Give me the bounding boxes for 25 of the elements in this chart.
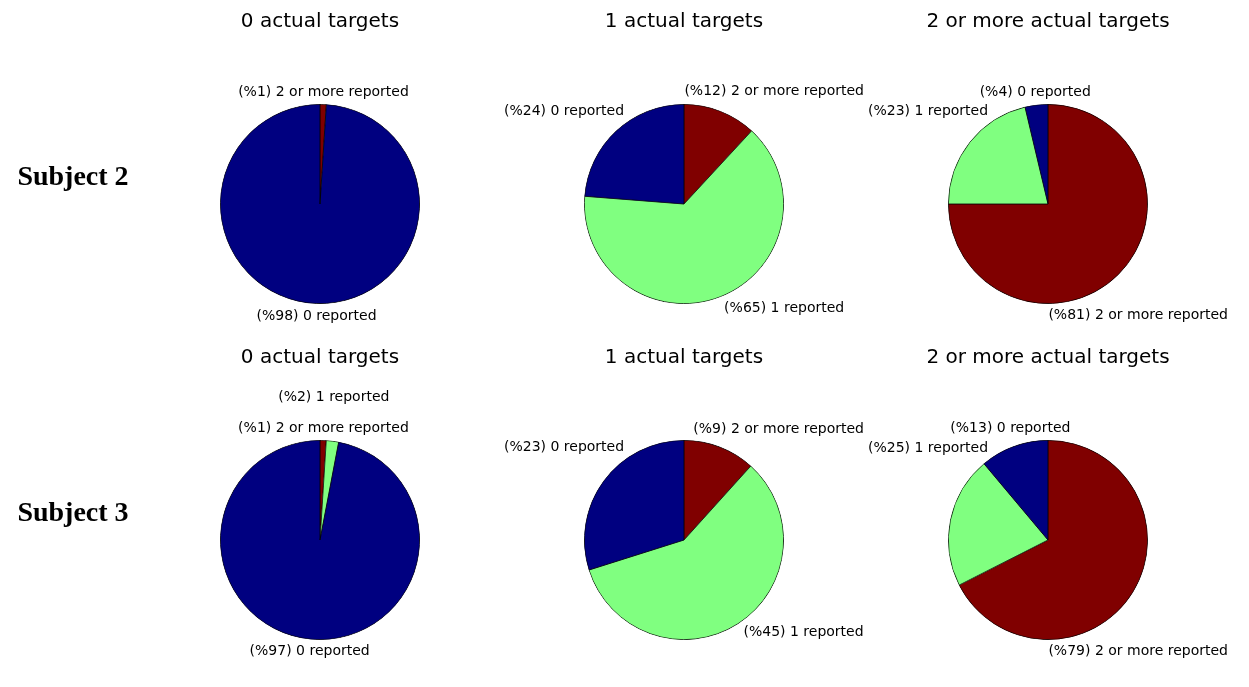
slice-label: (%25) 1 reported	[868, 438, 989, 455]
slice-label: (%12) 2 or more reported	[684, 82, 864, 99]
slice-label: (%9) 2 or more reported	[693, 419, 864, 436]
slice-label: (%4) 0 reported	[979, 83, 1091, 100]
chart-title: 2 or more actual targets	[925, 344, 1171, 370]
slice-label: (%1) 2 or more reported	[238, 82, 409, 99]
chart-title: 0 actual targets	[239, 8, 401, 34]
slice-label: (%1) 2 or more reported	[238, 418, 409, 435]
slice-label: (%45) 1 reported	[743, 623, 864, 640]
slice-label: (%98) 0 reported	[256, 306, 377, 323]
slice-label: (%81) 2 or more reported	[1048, 306, 1228, 323]
slice-label: (%97) 0 reported	[249, 642, 370, 659]
slice-label: (%24) 0 reported	[504, 101, 625, 118]
text: Subject 3	[17, 496, 129, 528]
slice-label: (%23) 0 reported	[504, 437, 625, 454]
chart-title: 2 or more actual targets	[925, 8, 1171, 34]
chart-title: 1 actual targets	[603, 8, 765, 34]
chart-title: 0 actual targets	[239, 344, 401, 370]
slice-label: (%13) 0 reported	[950, 419, 1071, 436]
slice-label: (%79) 2 or more reported	[1048, 642, 1228, 659]
slice-label: (%65) 1 reported	[724, 299, 845, 316]
text: Subject 2	[17, 160, 129, 192]
chart-title: 1 actual targets	[603, 344, 765, 370]
slice-label: (%2) 1 reported	[278, 387, 390, 404]
slice-label: (%23) 1 reported	[868, 102, 989, 119]
